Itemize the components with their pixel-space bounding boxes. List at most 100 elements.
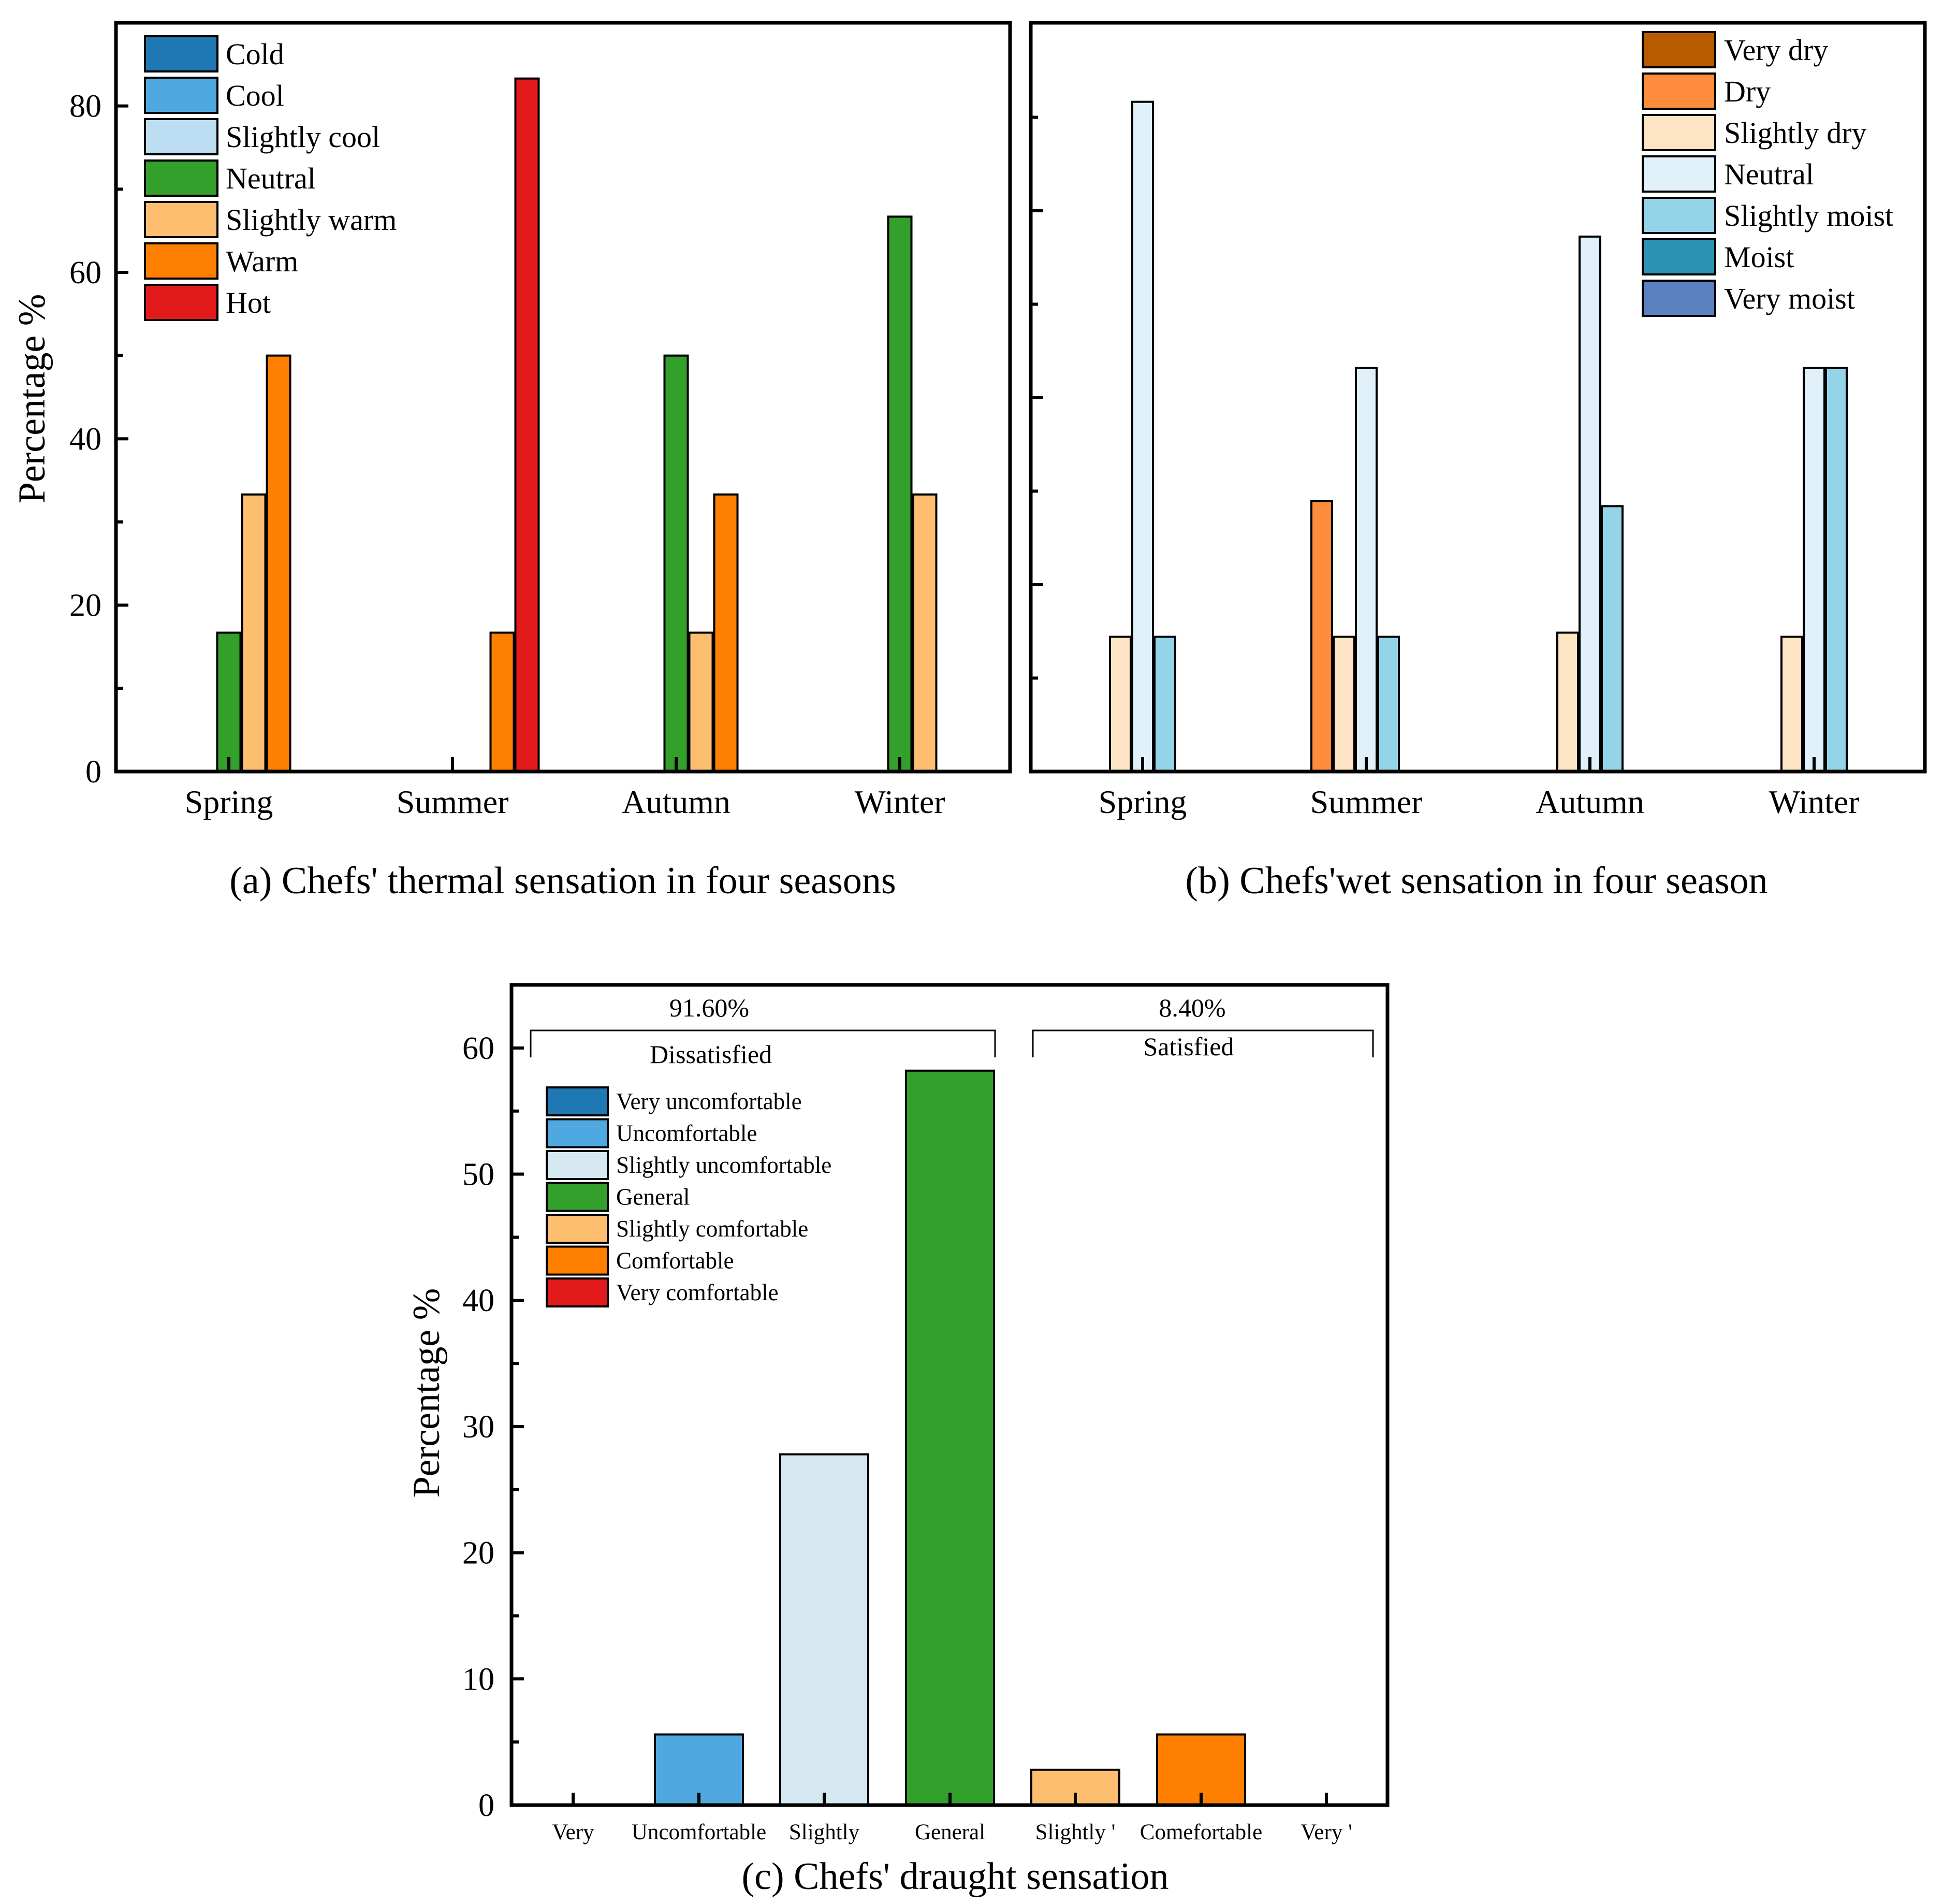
x-tick-label-spring: Spring [1099, 783, 1187, 820]
x-tick-label: Slightly [789, 1820, 860, 1844]
y-tick-label: 40 [462, 1283, 494, 1318]
bar-b-autumn-slightly-moist [1601, 505, 1624, 773]
y-tick-label: 10 [462, 1662, 494, 1697]
legend-label: Slightly dry [1724, 116, 1867, 150]
bar-a-autumn-slightly-warm [688, 631, 714, 773]
bracket-satisfied [1032, 1029, 1374, 1057]
legend-swatch-warm [144, 242, 218, 280]
bar-a-spring-neutral [216, 631, 242, 773]
bar-b-summer-slightly-moist [1377, 635, 1400, 773]
bar-b-summer-dry [1310, 500, 1333, 773]
y-tick-label: 50 [462, 1157, 494, 1193]
y-tick-label: 60 [69, 255, 101, 290]
legend-label: Very dry [1724, 33, 1828, 67]
y-tick-label: 40 [69, 422, 101, 457]
x-tick-label-spring: Spring [185, 783, 273, 820]
legend-swatch-very-moist [1642, 280, 1716, 317]
legend-label: Neutral [226, 162, 316, 195]
bar-a-spring-slightly-warm [241, 493, 267, 773]
bar-b-spring-slightly-dry [1109, 635, 1132, 773]
bar-b-autumn-neutral [1579, 235, 1601, 773]
legend-swatch-moist [1642, 238, 1716, 275]
legend-label: Very uncomfortable [616, 1088, 802, 1114]
bar-c-3 [905, 1069, 995, 1806]
legend-label: Slightly uncomfortable [616, 1152, 831, 1178]
y-axis-label-a: Percentage % [11, 294, 53, 504]
bar-a-winter-neutral [887, 215, 913, 773]
y-tick-label: 0 [85, 754, 101, 790]
legend-swatch-cold [144, 35, 218, 72]
panel-a: Spring Summer Autumn Winter 0 20 40 60 80 Percent… [11, 21, 1012, 902]
y-tick-label: 80 [69, 89, 101, 124]
legend-swatch-c-6 [546, 1277, 609, 1307]
legend-label: Slightly comfortable [616, 1216, 808, 1242]
bar-b-winter-slightly-dry [1780, 635, 1803, 773]
bar-b-spring-neutral [1131, 100, 1154, 773]
annotation-satisfied-percent: 8.40% [1159, 993, 1225, 1022]
annotation-dissatisfied-percent: 91.60% [669, 993, 749, 1022]
caption-b: (b) Chefs'wet sensation in four season [1185, 860, 1767, 902]
legend-swatch-c-3 [546, 1182, 609, 1212]
legend-swatch-hot [144, 284, 218, 321]
y-tick-label: 30 [462, 1409, 494, 1445]
legend-label: Uncomfortable [616, 1121, 757, 1146]
legend-swatch-slightly-cool [144, 118, 218, 155]
panel-b: Spring Summer Autumn Winter Very dry Dry Sligh… [1029, 21, 1927, 902]
legend-label: Slightly warm [226, 203, 397, 237]
x-tick-label: Uncomfortable [632, 1820, 766, 1844]
legend-swatch-neutral [144, 159, 218, 197]
bar-b-winter-slightly-moist [1825, 367, 1848, 773]
annotation-dissatisfied-label: Dissatisfied [650, 1040, 772, 1069]
annotation-satisfied-label: Satisfied [1144, 1032, 1234, 1061]
legend-label: Hot [226, 286, 271, 319]
bar-a-summer-warm [489, 631, 515, 773]
caption-c: (c) Chefs' draught sensation [741, 1855, 1168, 1898]
bar-a-summer-hot [514, 77, 540, 773]
legend-swatch-c-5 [546, 1245, 609, 1276]
bar-b-spring-slightly-moist [1153, 635, 1176, 773]
bar-b-summer-slightly-dry [1333, 635, 1355, 773]
bar-a-autumn-neutral [663, 354, 689, 773]
bar-a-winter-slightly-warm [912, 493, 938, 773]
legend-label: Cool [226, 79, 284, 112]
legend-label: Slightly cool [226, 120, 380, 154]
legend-label: Warm [226, 244, 298, 278]
x-tick-label-summer: Summer [397, 783, 509, 820]
legend-swatch-cool [144, 77, 218, 114]
x-tick-label: Very [552, 1820, 594, 1844]
y-tick-label: 20 [462, 1536, 494, 1571]
legend-label: Cold [226, 37, 284, 71]
legend-label: Dry [1724, 75, 1771, 108]
legend-swatch-very-dry [1642, 31, 1716, 68]
y-tick-label: 60 [462, 1031, 494, 1066]
legend-label: Neutral [1724, 157, 1814, 191]
x-tick-label: Very ' [1301, 1820, 1352, 1844]
legend-swatch-neutral [1642, 155, 1716, 193]
bracket-dissatisfied [530, 1029, 996, 1057]
bar-a-autumn-warm [713, 493, 739, 773]
plot-frame-a [114, 21, 1012, 774]
y-tick-label: 20 [69, 588, 101, 623]
x-tick-label-winter: Winter [854, 783, 945, 820]
x-tick-label-summer: Summer [1310, 783, 1423, 820]
bar-b-summer-neutral [1355, 367, 1378, 773]
legend-label: Very comfortable [616, 1280, 779, 1305]
panel-c: Very Uncomfortable Slightly General Slightly… [405, 983, 1390, 1898]
x-tick-label: Comefortable [1140, 1820, 1262, 1844]
legend-label: General [616, 1184, 690, 1210]
legend-label: Slightly moist [1724, 199, 1893, 232]
bar-b-winter-neutral [1803, 367, 1825, 773]
caption-a: (a) Chefs' thermal sensation in four sea… [229, 860, 896, 902]
bar-b-autumn-slightly-dry [1556, 631, 1579, 773]
legend-swatch-c-4 [546, 1214, 609, 1244]
y-tick-label: 0 [478, 1788, 494, 1823]
plot-frame-b [1029, 21, 1927, 774]
legend-swatch-slightly-moist [1642, 197, 1716, 234]
legend-swatch-slightly-dry [1642, 114, 1716, 151]
x-tick-label: General [915, 1820, 985, 1844]
x-tick-label-autumn: Autumn [1536, 783, 1644, 820]
legend-swatch-c-0 [546, 1086, 609, 1116]
x-tick-label-autumn: Autumn [622, 783, 731, 820]
plot-frame-c [509, 983, 1390, 1807]
